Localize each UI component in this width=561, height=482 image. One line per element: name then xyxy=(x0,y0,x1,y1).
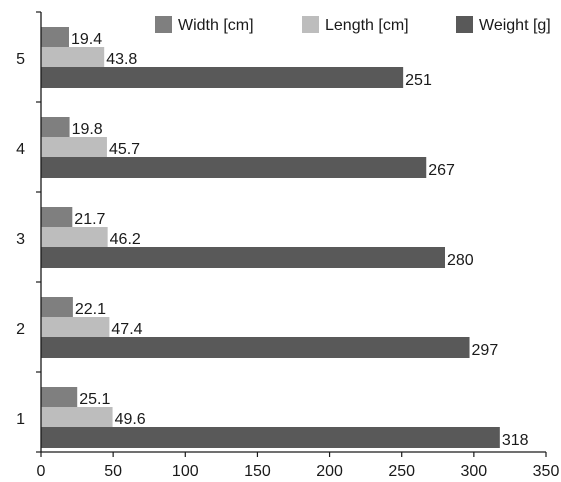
y-tick-label-2: 2 xyxy=(16,321,25,338)
bar-width-cat-2 xyxy=(41,297,73,317)
bar-weight-cat-1 xyxy=(41,427,500,448)
legend-swatch-width xyxy=(155,16,172,33)
data-label-weight-cat-2: 297 xyxy=(472,342,499,359)
bar-width-cat-3 xyxy=(41,207,73,227)
x-tick-label-350: 350 xyxy=(533,463,560,480)
x-tick-label-0: 0 xyxy=(37,463,46,480)
data-labels-layer: 25.1 49.6 318 22.1 47.4 297 21.7 46.2 280 19.8 45.… xyxy=(71,31,529,449)
legend-label-length: Length [cm] xyxy=(325,17,409,34)
x-tick-label-200: 200 xyxy=(316,463,343,480)
data-label-length-cat-5: 43.8 xyxy=(106,51,137,68)
bar-weight-cat-5 xyxy=(41,67,404,88)
x-tick-label-150: 150 xyxy=(244,463,271,480)
bar-length-cat-4 xyxy=(41,137,107,157)
bar-length-cat-5 xyxy=(41,47,105,67)
bar-weight-cat-4 xyxy=(41,157,427,178)
data-label-length-cat-2: 47.4 xyxy=(111,321,142,338)
data-label-width-cat-3: 21.7 xyxy=(74,211,105,228)
data-label-weight-cat-4: 267 xyxy=(428,162,455,179)
bar-weight-cat-2 xyxy=(41,337,470,358)
bar-width-cat-4 xyxy=(41,117,70,137)
y-tick-label-4: 4 xyxy=(16,141,25,158)
bars-layer xyxy=(41,27,500,448)
bar-length-cat-3 xyxy=(41,227,108,247)
bar-width-cat-1 xyxy=(41,387,78,407)
x-tick-label-50: 50 xyxy=(104,463,122,480)
x-tick-label-100: 100 xyxy=(172,463,199,480)
data-label-length-cat-1: 49.6 xyxy=(115,411,146,428)
data-label-weight-cat-3: 280 xyxy=(447,252,474,269)
legend-swatch-length xyxy=(302,16,319,33)
legend-label-weight: Weight [g] xyxy=(479,17,551,34)
y-tick-label-5: 5 xyxy=(16,51,25,68)
data-label-width-cat-4: 19.8 xyxy=(72,121,103,138)
data-label-width-cat-5: 19.4 xyxy=(71,31,102,48)
bar-length-cat-2 xyxy=(41,317,110,337)
y-tick-label-1: 1 xyxy=(16,411,25,428)
x-tick-label-300: 300 xyxy=(461,463,488,480)
bar-weight-cat-3 xyxy=(41,247,445,268)
data-label-width-cat-2: 22.1 xyxy=(75,301,106,318)
bar-length-cat-1 xyxy=(41,407,113,427)
data-label-weight-cat-1: 318 xyxy=(502,432,529,449)
bar-width-cat-5 xyxy=(41,27,69,47)
legend-swatch-weight xyxy=(456,16,473,33)
y-tick-label-3: 3 xyxy=(16,231,25,248)
legend-label-width: Width [cm] xyxy=(178,17,254,34)
x-tick-label-250: 250 xyxy=(388,463,415,480)
data-label-weight-cat-5: 251 xyxy=(405,72,432,89)
data-label-length-cat-3: 46.2 xyxy=(110,231,141,248)
legend: Width [cm] Length [cm] Weight [g] xyxy=(155,16,551,34)
data-label-length-cat-4: 45.7 xyxy=(109,141,140,158)
data-label-width-cat-1: 25.1 xyxy=(79,391,110,408)
